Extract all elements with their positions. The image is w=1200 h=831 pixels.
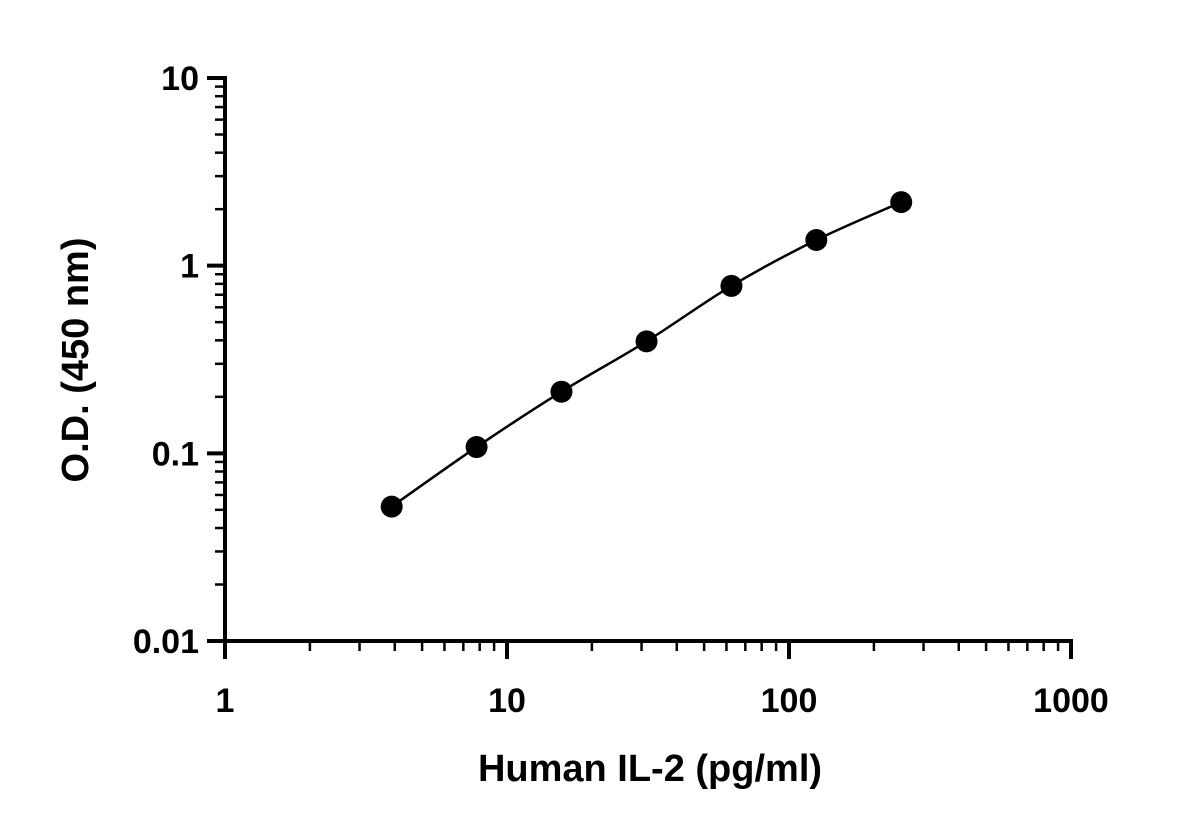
data-point <box>380 495 403 518</box>
data-points <box>380 191 913 518</box>
data-point <box>465 436 488 459</box>
y-axis-tick-labels: 0.01 0.1 1 10 <box>133 60 199 661</box>
data-point <box>550 380 573 403</box>
data-point <box>890 191 913 214</box>
y-tick-label: 0.01 <box>133 623 199 661</box>
data-point <box>720 274 743 297</box>
y-tick-label: 10 <box>161 60 199 98</box>
x-tick-label: 1 <box>216 682 235 720</box>
y-axis-title: O.D. (450 nm) <box>55 238 97 483</box>
y-tick-label: 0.1 <box>152 435 199 473</box>
x-axis-tick-labels: 1 10 100 1000 <box>216 682 1109 720</box>
fit-curve <box>390 201 902 508</box>
x-tick-label: 10 <box>488 682 526 720</box>
data-point <box>805 229 828 252</box>
x-tick-label: 100 <box>761 682 818 720</box>
x-tick-label: 1000 <box>1033 682 1109 720</box>
y-tick-label: 1 <box>180 248 199 286</box>
x-axis-major-ticks <box>223 641 1073 659</box>
x-axis-title: Human IL-2 (pg/ml) <box>478 748 822 790</box>
data-point <box>635 330 658 353</box>
y-axis-major-ticks <box>207 76 225 643</box>
